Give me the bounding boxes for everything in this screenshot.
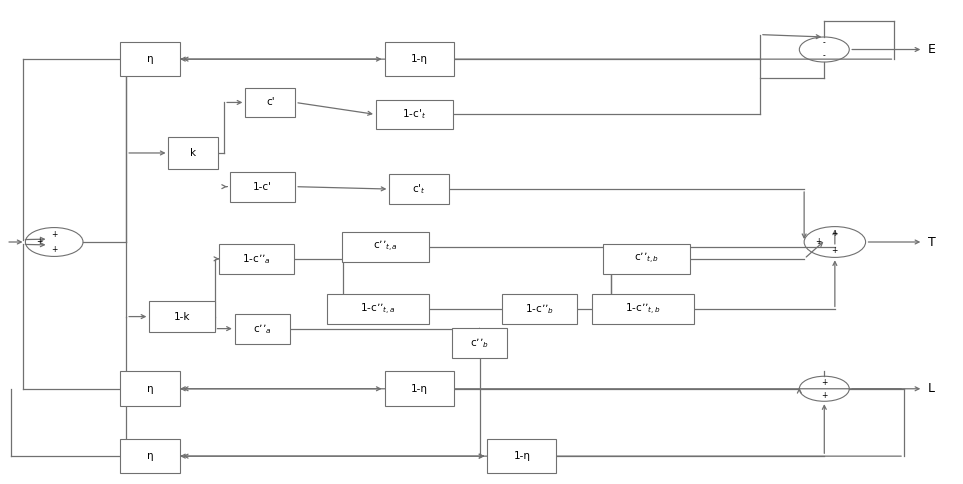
FancyBboxPatch shape <box>604 244 690 274</box>
FancyBboxPatch shape <box>452 328 508 358</box>
FancyBboxPatch shape <box>487 439 557 473</box>
Text: +: + <box>51 245 58 254</box>
Text: c’’$_{t,a}$: c’’$_{t,a}$ <box>373 239 398 255</box>
Text: -: - <box>823 39 825 47</box>
FancyBboxPatch shape <box>376 100 453 129</box>
Text: 1-c’’$_{t,b}$: 1-c’’$_{t,b}$ <box>625 302 661 317</box>
Text: η: η <box>147 54 153 64</box>
FancyBboxPatch shape <box>389 174 449 204</box>
FancyBboxPatch shape <box>342 232 429 262</box>
FancyBboxPatch shape <box>169 137 219 168</box>
Text: +: + <box>821 391 827 400</box>
Text: 1-c’’$_b$: 1-c’’$_b$ <box>525 302 554 316</box>
FancyBboxPatch shape <box>384 42 454 76</box>
Text: L: L <box>928 382 935 395</box>
Text: 1-η: 1-η <box>410 384 428 394</box>
FancyBboxPatch shape <box>120 42 180 76</box>
Text: +: + <box>821 378 827 387</box>
Text: 1-k: 1-k <box>173 312 190 321</box>
FancyBboxPatch shape <box>120 371 180 406</box>
Text: c’’$_b$: c’’$_b$ <box>470 336 489 350</box>
Text: c’’$_a$: c’’$_a$ <box>253 322 272 335</box>
FancyBboxPatch shape <box>120 439 180 473</box>
Text: k: k <box>191 148 196 158</box>
Text: c': c' <box>266 97 274 107</box>
Text: c'$_t$: c'$_t$ <box>412 182 426 196</box>
Text: +: + <box>36 238 42 246</box>
Text: 1-c': 1-c' <box>253 182 273 192</box>
Text: +: + <box>816 238 822 246</box>
Text: -: - <box>823 51 825 60</box>
FancyBboxPatch shape <box>592 294 693 324</box>
Text: +: + <box>51 230 58 239</box>
Text: 1-η: 1-η <box>513 451 531 461</box>
Text: 1-c’’$_a$: 1-c’’$_a$ <box>243 252 272 266</box>
FancyBboxPatch shape <box>230 172 296 201</box>
Text: 1-c’’$_{t,a}$: 1-c’’$_{t,a}$ <box>360 302 396 317</box>
FancyBboxPatch shape <box>502 294 577 324</box>
FancyBboxPatch shape <box>326 294 429 324</box>
Text: E: E <box>928 43 936 56</box>
Text: 1-η: 1-η <box>410 54 428 64</box>
FancyBboxPatch shape <box>220 244 295 274</box>
Text: +: + <box>832 229 838 239</box>
FancyBboxPatch shape <box>246 88 296 117</box>
FancyBboxPatch shape <box>384 371 454 406</box>
Text: η: η <box>147 451 153 461</box>
Text: +: + <box>832 245 838 255</box>
Text: η: η <box>147 384 153 394</box>
FancyBboxPatch shape <box>235 314 291 344</box>
Text: c’’$_{t,b}$: c’’$_{t,b}$ <box>634 251 660 266</box>
Text: 1-c'$_t$: 1-c'$_t$ <box>403 107 427 121</box>
FancyBboxPatch shape <box>149 301 215 332</box>
Text: T: T <box>928 236 936 248</box>
